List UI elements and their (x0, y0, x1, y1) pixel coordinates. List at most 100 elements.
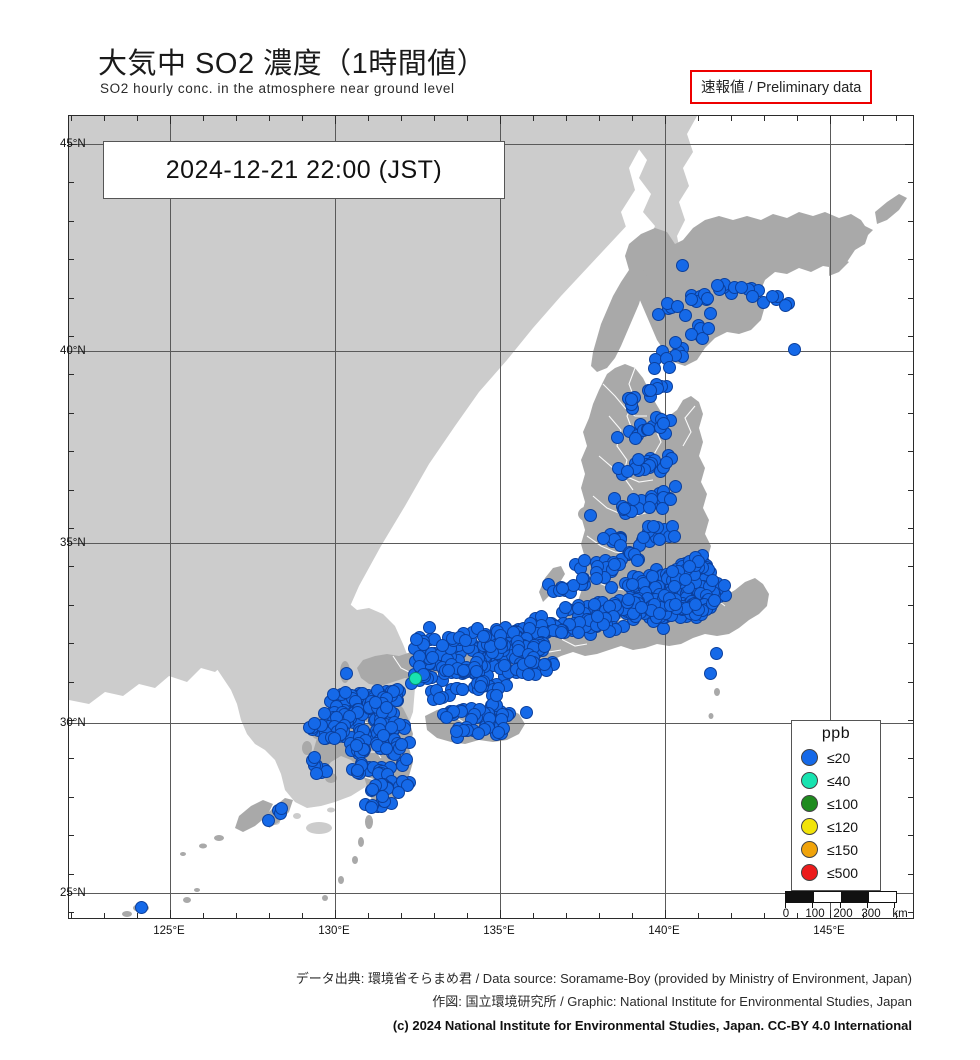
station-marker (684, 293, 698, 307)
station-marker (701, 322, 715, 336)
station-marker (735, 280, 749, 294)
x-tick-125E: 125°E (153, 925, 185, 937)
tick (104, 913, 105, 918)
tick (908, 451, 913, 453)
continent-landmass (69, 116, 669, 704)
tick (908, 873, 913, 875)
tick (908, 489, 913, 491)
station-marker (608, 558, 622, 572)
station-marker (440, 710, 454, 724)
tick (434, 116, 435, 121)
station-marker (666, 564, 680, 578)
tick (69, 336, 74, 337)
tick (71, 913, 72, 918)
station-marker-elevated (409, 671, 422, 685)
station-marker (473, 679, 487, 693)
gridline-145E (830, 116, 831, 918)
tick (335, 116, 336, 124)
station-marker (663, 493, 677, 507)
station-marker (643, 384, 657, 398)
tick (797, 913, 798, 918)
gridline-130E (335, 116, 336, 918)
tick (908, 835, 913, 837)
tick (908, 758, 913, 760)
station-marker (707, 594, 721, 608)
station-marker (477, 630, 491, 644)
station-marker (668, 479, 682, 493)
tick (632, 913, 633, 918)
station-marker (659, 456, 673, 470)
tick (533, 116, 534, 121)
tick (69, 451, 74, 453)
map-plot-area[interactable]: 2024-12-21 22:00 (JST) ppb ≤20 ≤40 ≤100 … (68, 115, 914, 919)
tick (830, 116, 831, 124)
station-marker (631, 554, 645, 568)
tick (69, 796, 74, 798)
station-marker (459, 634, 473, 648)
station-marker (643, 500, 657, 514)
tick (401, 913, 402, 918)
tick (665, 116, 666, 124)
station-marker (456, 664, 470, 678)
station-marker (678, 572, 692, 586)
tick (69, 758, 74, 760)
tick (863, 913, 864, 918)
station-marker (668, 336, 682, 350)
station-marker (652, 307, 666, 321)
tick (69, 182, 74, 184)
tick (908, 374, 913, 376)
tick (599, 913, 600, 918)
axis-ticks (69, 116, 913, 918)
station-marker (578, 553, 592, 567)
tick (467, 116, 468, 121)
tick (269, 116, 270, 121)
station-marker (455, 682, 469, 696)
gridline-25N (69, 893, 913, 894)
station-marker (591, 609, 604, 623)
station-marker (656, 416, 670, 430)
gridline-40N (69, 351, 913, 352)
station-marker (576, 572, 590, 586)
tick (69, 374, 74, 376)
tick (500, 116, 501, 124)
gridline-135E (500, 116, 501, 918)
station-marker (472, 727, 486, 741)
tick (908, 720, 913, 721)
tick (908, 259, 913, 261)
station-marker (652, 533, 666, 547)
station-marker (647, 520, 661, 534)
station-marker (678, 308, 692, 322)
tick (731, 116, 732, 121)
x-tick-135E: 135°E (483, 925, 515, 937)
tick (731, 913, 732, 918)
tick (203, 116, 204, 121)
tick (302, 116, 303, 121)
tick (599, 116, 600, 121)
tick (905, 144, 913, 145)
tick (104, 116, 105, 121)
tick (698, 913, 699, 918)
tick (69, 604, 74, 606)
station-marker (668, 529, 682, 543)
tick (632, 116, 633, 121)
tick (69, 681, 74, 683)
tick (698, 116, 699, 121)
tick (908, 220, 913, 222)
station-marker (626, 577, 640, 591)
tick (69, 412, 74, 414)
tick (69, 528, 74, 529)
station-marker (621, 593, 635, 607)
station-marker (572, 601, 586, 615)
tick (269, 913, 270, 918)
station-marker (590, 571, 604, 585)
station-marker (537, 657, 551, 671)
tick (896, 116, 897, 121)
tick (764, 116, 765, 121)
y-tick-25N: 25°N (60, 887, 86, 899)
y-tick-35N: 35°N (60, 537, 86, 549)
tick (71, 116, 72, 121)
tick (335, 910, 336, 918)
tick (69, 489, 74, 491)
gridline-125E (170, 116, 171, 918)
tick (908, 297, 913, 299)
